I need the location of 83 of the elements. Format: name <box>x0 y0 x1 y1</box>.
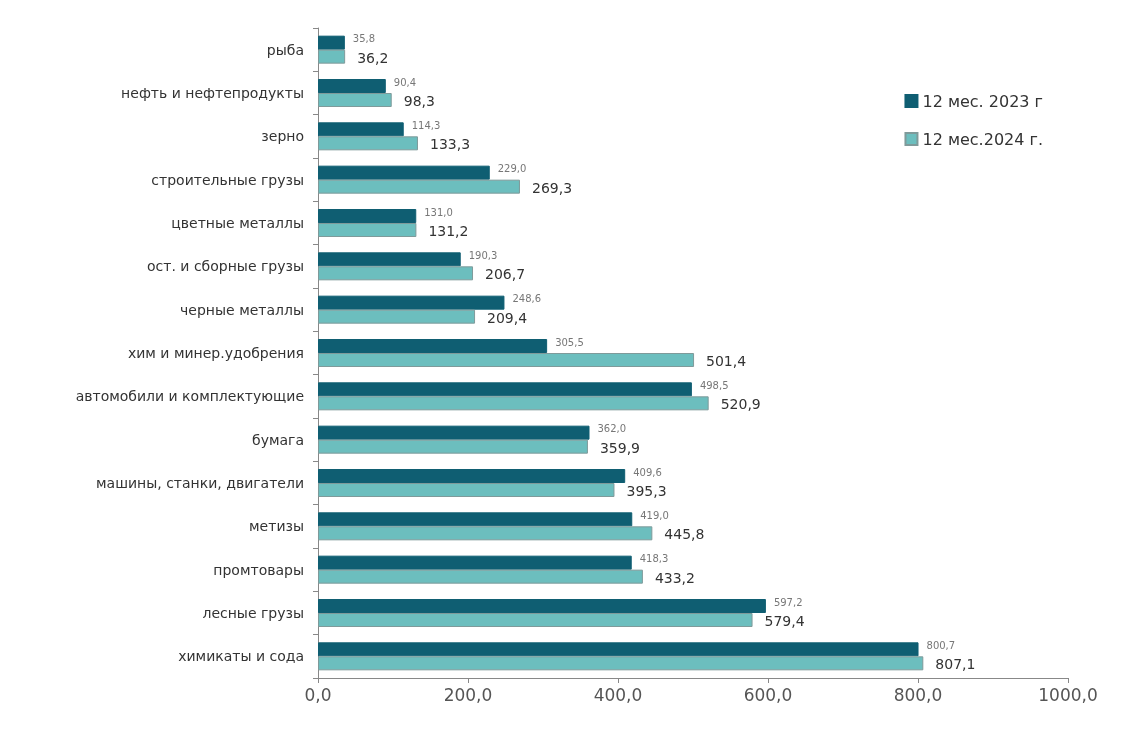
y-tick-label: ост. и сборные грузы <box>147 258 304 275</box>
x-tick-label: 600,0 <box>743 684 793 705</box>
y-tick-label: автомобили и комплектующие <box>75 388 304 405</box>
bar <box>318 425 590 440</box>
bar <box>318 469 626 483</box>
bar <box>318 396 709 411</box>
y-tick-label: нефть и нефтепродукты <box>121 85 304 101</box>
legend-label: 12 мес.2024 г. <box>922 129 1044 149</box>
bar <box>318 252 461 267</box>
bar <box>318 483 615 497</box>
bar <box>318 599 766 613</box>
y-tick-label: химикаты и сода <box>178 648 304 665</box>
data-label: 133,3 <box>429 136 471 153</box>
bar <box>318 353 695 367</box>
y-tick-label: машины, станки, двигатели <box>96 475 304 491</box>
bar <box>318 223 417 237</box>
bar <box>318 49 346 64</box>
data-label: 190,3 <box>468 249 498 261</box>
data-label: 131,2 <box>428 223 469 239</box>
data-label: 800,7 <box>926 639 956 651</box>
bar <box>318 93 392 107</box>
data-label: 35,8 <box>352 33 376 45</box>
x-tick-label: 200,0 <box>443 684 493 705</box>
y-tick-label: хим и минер.удобрения <box>127 345 304 361</box>
data-label: 419,0 <box>640 509 669 521</box>
x-tick-label: 1000,0 <box>1038 684 1098 705</box>
y-tick-label: черные металлы <box>180 301 304 318</box>
data-label: 359,9 <box>599 439 641 456</box>
bar <box>318 656 924 671</box>
data-label: 305,5 <box>555 336 584 348</box>
data-label: 579,4 <box>764 613 805 629</box>
y-tick-label: бумага <box>252 431 304 448</box>
bar <box>318 512 633 527</box>
data-label: 418,3 <box>639 553 669 565</box>
bar <box>318 179 520 194</box>
data-label: 248,6 <box>512 293 542 305</box>
bar <box>318 642 919 657</box>
bar <box>318 569 643 584</box>
data-label: 445,8 <box>664 526 705 543</box>
x-tick-label: 800,0 <box>893 684 943 705</box>
y-tick-label: рыба <box>266 41 304 58</box>
bar <box>318 555 632 570</box>
data-label: 114,3 <box>411 119 441 131</box>
bar <box>318 382 692 397</box>
data-label: 131,0 <box>424 206 453 218</box>
bar <box>318 266 474 281</box>
data-label: 229,0 <box>497 163 527 175</box>
bar <box>318 613 753 627</box>
data-label: 597,2 <box>773 596 803 608</box>
bar <box>318 339 548 353</box>
data-label: 269,3 <box>531 179 573 196</box>
y-tick-label: зерно <box>261 128 304 145</box>
x-tick-label: 0,0 <box>304 684 332 705</box>
bar <box>318 79 386 93</box>
data-label: 501,4 <box>706 353 747 369</box>
bar <box>318 122 404 137</box>
data-label: 209,4 <box>487 309 528 326</box>
data-label: 90,4 <box>393 76 417 88</box>
legend-label: 12 мес. 2023 г <box>922 91 1044 111</box>
x-tick-label: 400,0 <box>593 684 643 705</box>
bar <box>318 209 417 223</box>
data-label: 520,9 <box>720 396 761 413</box>
data-label: 409,6 <box>633 466 662 478</box>
data-label: 395,3 <box>626 483 667 499</box>
data-label: 498,5 <box>699 379 729 391</box>
y-tick-label: промтовары <box>213 561 304 578</box>
data-label: 807,1 <box>935 656 976 673</box>
bar <box>318 165 490 180</box>
data-label: 433,2 <box>654 569 695 586</box>
y-tick-label: цветные металлы <box>171 215 304 231</box>
bar <box>318 526 653 541</box>
data-label: 362,0 <box>597 423 627 435</box>
bar <box>318 309 476 324</box>
y-tick-label: метизы <box>249 518 304 535</box>
data-label: 36,2 <box>357 49 389 66</box>
data-label: 98,3 <box>403 93 435 109</box>
bar <box>318 295 505 310</box>
y-tick-label: строительные грузы <box>151 171 304 188</box>
bar <box>318 35 345 50</box>
data-label: 206,7 <box>485 266 526 283</box>
bar <box>318 136 418 151</box>
bar <box>318 439 588 454</box>
y-tick-label: лесные грузы <box>202 605 304 621</box>
